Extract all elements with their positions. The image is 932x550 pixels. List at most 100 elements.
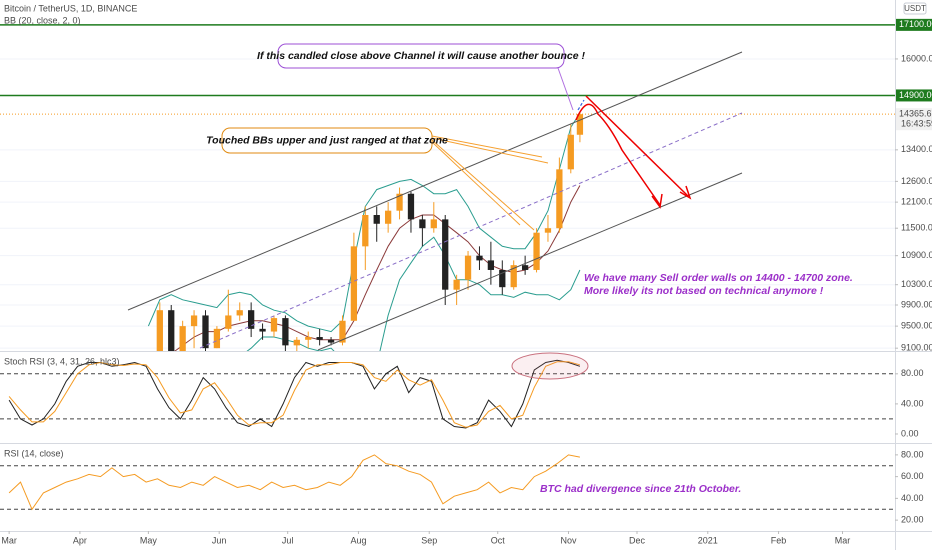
candle-body: [156, 310, 163, 351]
y-tick-label: 9900.00: [901, 299, 932, 309]
candle-body: [476, 255, 483, 261]
candle-body: [384, 210, 392, 224]
annotation: We have many Sell order walls on 14400 -…: [584, 272, 853, 284]
callout-line: [431, 135, 543, 158]
candle-body: [225, 315, 232, 329]
x-tick-label: Mar: [1, 535, 17, 545]
candle-body: [282, 318, 289, 346]
x-tick-label: Feb: [771, 535, 787, 545]
indicator-line: [8, 361, 581, 428]
candle-body: [521, 265, 529, 270]
y-tick-label: 11500.00: [901, 223, 932, 233]
y-tick-label: 40.00: [901, 493, 924, 503]
candle-body: [259, 328, 266, 332]
x-tick-label: Oct: [491, 535, 506, 545]
candle-body: [327, 339, 335, 343]
x-tick-label: Mar: [835, 535, 851, 545]
red-arrowhead: [679, 185, 692, 200]
candle-body: [236, 310, 243, 316]
y-tick-label: 40.00: [901, 398, 924, 408]
candle-body: [576, 114, 584, 135]
y-tick-label: 80.00: [901, 368, 924, 378]
indicator-line: [246, 236, 581, 351]
candle-body: [430, 219, 437, 229]
candle-body: [464, 255, 472, 280]
indicator-label: RSI (14, close): [4, 448, 64, 458]
indicator-label: BB (20, close, 2, 0): [4, 15, 81, 25]
candle-body: [373, 215, 380, 224]
y-tick-label: 13400.00: [901, 144, 932, 154]
y-tick-label: 10300.00: [901, 279, 932, 289]
x-tick-label: Nov: [560, 535, 577, 545]
x-tick-label: Dec: [629, 535, 646, 545]
x-tick-label: Sep: [421, 535, 437, 545]
candle-body: [168, 310, 175, 351]
y-tick-label: 9500.00: [901, 321, 932, 331]
candle-body: [350, 246, 358, 321]
candle-body: [316, 337, 323, 340]
candle-body: [202, 315, 209, 349]
callout-line: [431, 139, 535, 231]
x-tick-label: Apr: [73, 535, 87, 545]
red-arrowhead: [651, 193, 663, 209]
chart-title: Bitcoin / TetherUS, 1D, BINANCE: [4, 3, 137, 13]
candle-body: [396, 193, 403, 211]
price-label: 14900.00: [899, 90, 932, 100]
y-tick-label: 20.00: [901, 515, 924, 525]
candle-body: [339, 320, 346, 343]
highlight-ellipse: [511, 352, 589, 380]
stoch-pane: [0, 359, 895, 429]
candle-body: [248, 310, 255, 329]
x-tick-label: May: [140, 535, 158, 545]
y-tick-label: 0.00: [901, 428, 919, 438]
candle-body: [270, 318, 278, 332]
indicator-line: [8, 454, 580, 511]
candle-body: [453, 279, 460, 290]
candle-body: [179, 326, 186, 351]
y-tick-label: 80.00: [901, 449, 924, 459]
candle-body: [510, 265, 517, 288]
red-arrow-path: [575, 103, 661, 206]
callout-line: [431, 137, 549, 164]
y-tick-label: 10900.00: [901, 250, 932, 260]
candle-body: [419, 219, 426, 229]
channel-mid: [199, 112, 743, 349]
blue-dash: [577, 99, 585, 111]
last-price-box: [896, 108, 932, 131]
annotation-box: [221, 127, 433, 154]
price-label: 17100.00: [899, 19, 932, 29]
callout-line: [431, 141, 521, 226]
indicator-line: [174, 185, 581, 351]
annotation-box: [277, 43, 565, 69]
callout-line: [557, 67, 574, 111]
rsi-pane: [0, 454, 895, 511]
annotation: BTC had divergence since 21th October.: [540, 483, 741, 495]
candle-body: [499, 269, 506, 288]
candle-body: [556, 169, 563, 229]
channel-lower: [317, 172, 743, 351]
candle-body: [442, 219, 449, 290]
candle-body: [190, 315, 198, 327]
x-tick-label: 2021: [698, 535, 718, 545]
y-tick-label: 60.00: [901, 471, 924, 481]
channel-upper: [127, 51, 743, 311]
price-pane: [0, 24, 895, 351]
red-arrow-path: [585, 95, 689, 197]
price-label-box: [896, 89, 932, 102]
x-tick-label: Aug: [350, 535, 366, 545]
annotation: If this candled close above Channel it w…: [257, 50, 585, 62]
candle-body: [487, 260, 495, 270]
candle-body: [544, 228, 552, 233]
y-tick-label: 12600.00: [901, 176, 932, 186]
annotation: More likely its not based on technical a…: [584, 285, 824, 297]
x-tick-label: Jun: [212, 535, 227, 545]
candle-body: [305, 337, 312, 340]
candle-body: [213, 328, 221, 349]
y-tick-label: 12100.00: [901, 197, 932, 207]
y-tick-label: 9100.00: [901, 343, 932, 353]
candle-body: [362, 215, 369, 247]
price-label-box: [896, 18, 932, 31]
